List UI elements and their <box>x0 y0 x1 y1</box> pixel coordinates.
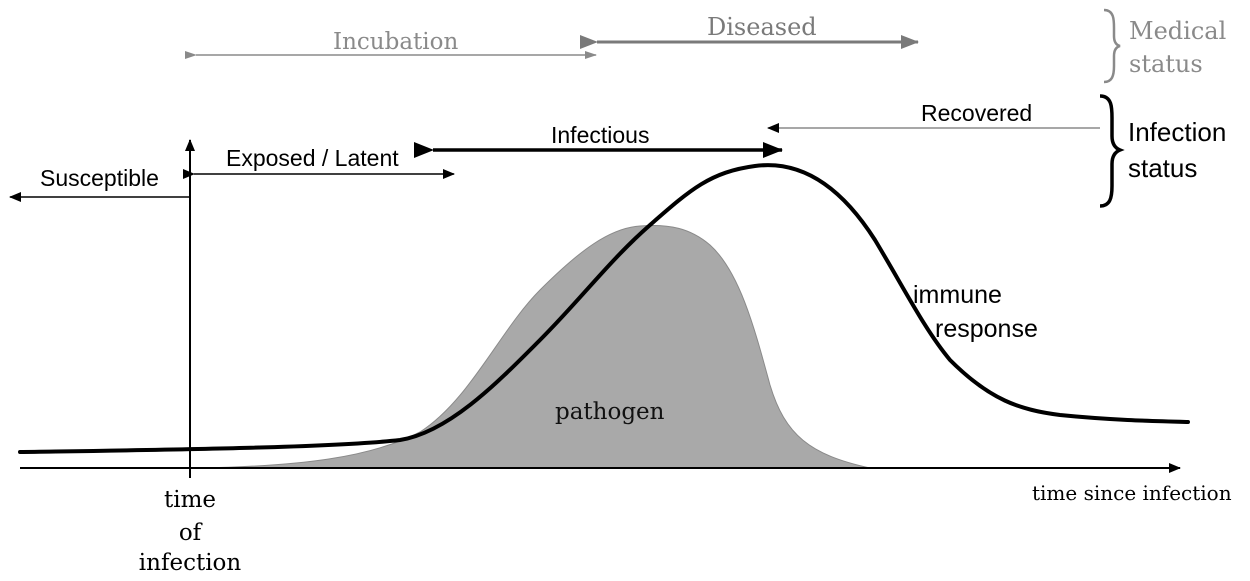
diseased-label: Diseased <box>707 13 817 41</box>
immune-response-curve <box>18 163 1190 454</box>
recovered-label: Recovered <box>921 100 1033 126</box>
time-of-infection-label-line1: time <box>163 487 217 513</box>
time-of-infection-label-line3: infection <box>138 550 242 576</box>
x-axis-label: time since infection <box>1032 481 1232 505</box>
medical-status-label-line1: Medical <box>1129 17 1227 45</box>
time-of-infection-label-line2: of <box>178 520 202 546</box>
exposed-latent-label: Exposed / Latent <box>226 145 399 171</box>
infection-status-label-line2: status <box>1128 153 1198 183</box>
medical-status-label-line2: status <box>1129 50 1203 78</box>
infection-status-label-line1: Infection <box>1128 117 1227 147</box>
infectious-label: Infectious <box>551 122 650 148</box>
susceptible-label: Susceptible <box>40 165 159 191</box>
immune-response-label-line1: immune <box>913 281 1002 309</box>
pathogen-label: pathogen <box>555 399 665 425</box>
infection-status-brace <box>1099 94 1125 208</box>
immune-response-label-line2: response <box>935 315 1038 343</box>
medical-status-brace <box>1103 8 1121 84</box>
incubation-label: Incubation <box>333 29 459 55</box>
